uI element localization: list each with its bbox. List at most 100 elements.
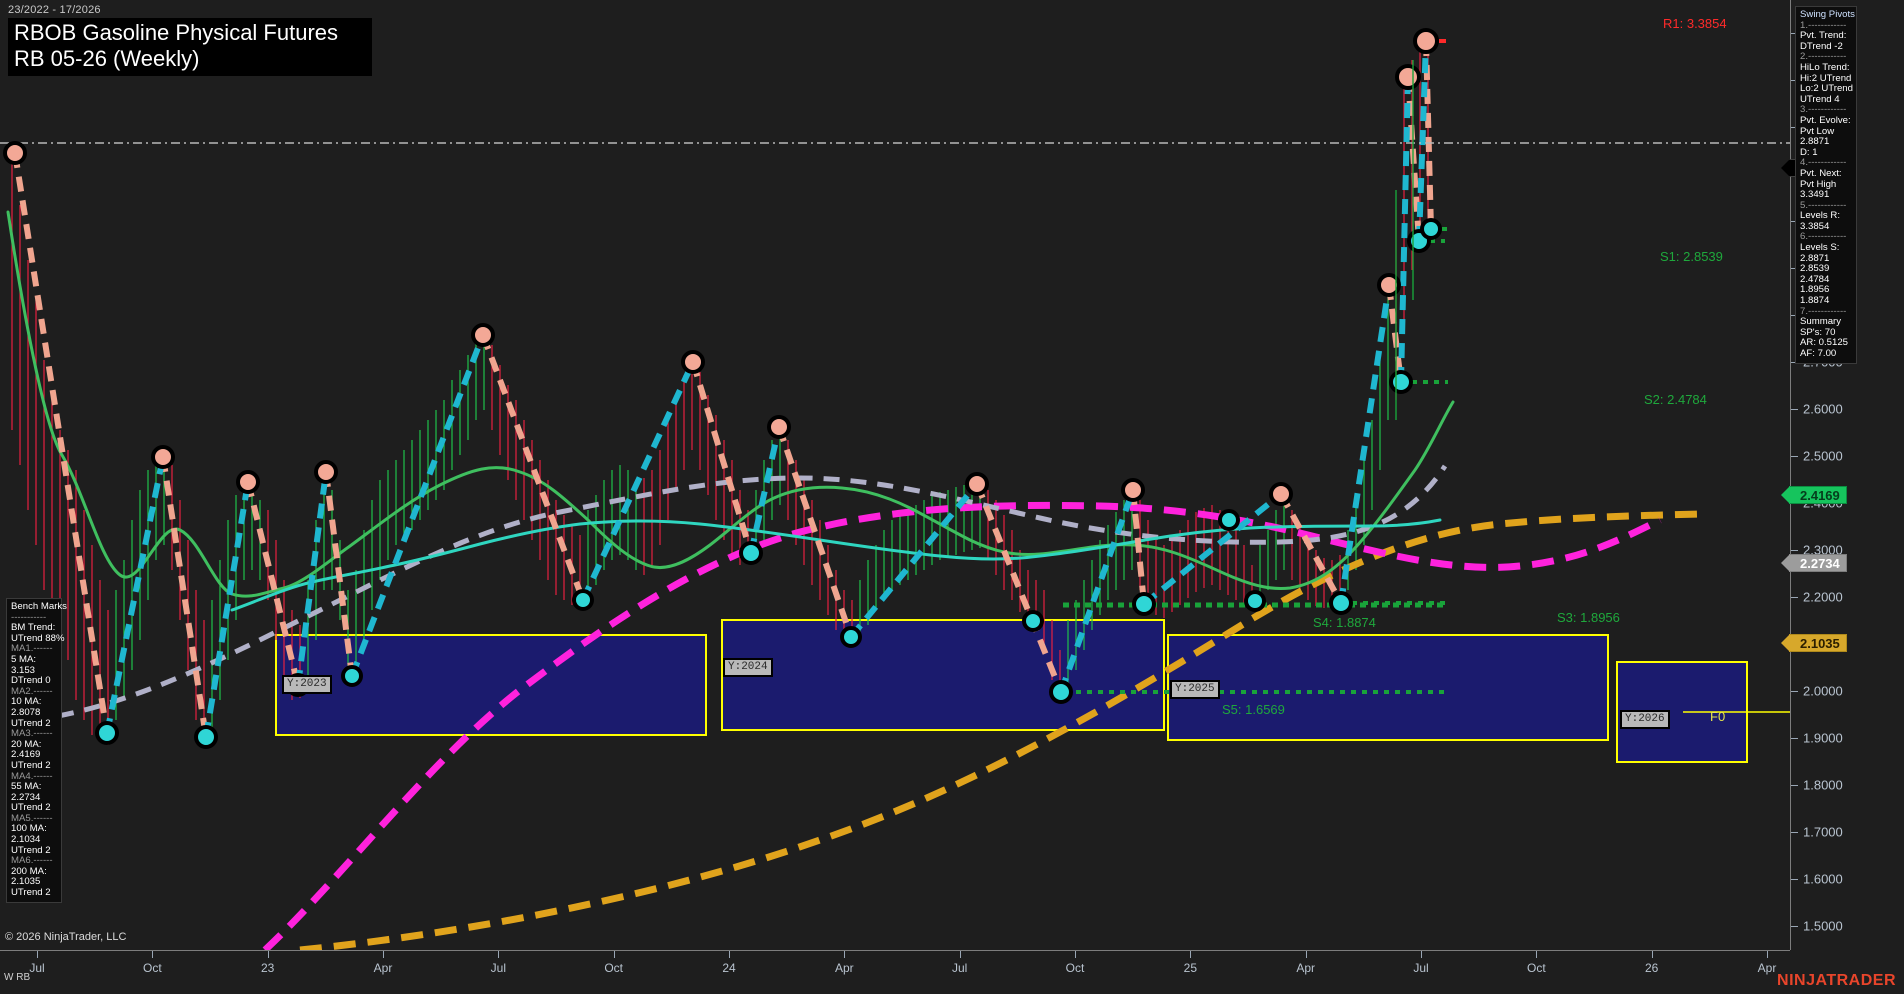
time-tick-label: Apr	[373, 961, 393, 975]
price-tick-label: 1.5000	[1803, 918, 1843, 934]
price-tick	[1791, 315, 1798, 317]
price-tick	[1791, 785, 1798, 787]
panel-divider: -----------	[11, 611, 47, 623]
time-tick-label: Jul	[490, 961, 506, 975]
time-tick	[1075, 951, 1076, 958]
time-tick-label: Apr	[1757, 961, 1777, 975]
panel-line: 2.8539	[1800, 263, 1830, 275]
year-label-2023[interactable]: Y:2023	[282, 675, 332, 694]
panel-line: UTrend 4	[1800, 93, 1840, 105]
pivot-high-markers	[3, 28, 1439, 506]
panel-section-divider: MA1.------	[11, 643, 53, 655]
chart-title-line1: RBOB Gasoline Physical Futures	[14, 20, 339, 45]
time-tick	[37, 951, 38, 958]
time-tick	[1421, 951, 1422, 958]
panel-line: 2.4784	[1800, 273, 1830, 285]
panel-line: Pvt. Trend:	[1800, 30, 1847, 42]
time-tick-label: Apr	[834, 961, 854, 975]
time-tick-label: Apr	[1296, 961, 1315, 975]
swing-pivots-panel[interactable]: Swing Pivots 1.------------ Pvt. Trend: DTr…	[1795, 6, 1857, 364]
panel-title: Bench Marks	[11, 601, 67, 612]
time-tick	[729, 951, 730, 958]
time-tick	[383, 951, 384, 958]
panel-line: UTrend 2	[11, 844, 51, 856]
chart-plot-area[interactable]: R1: 3.3854 S1: 2.8539 S2: 2.4784 S3: 1.8…	[0, 0, 1790, 950]
time-tick-label: 23	[260, 961, 275, 975]
panel-line: 3.3854	[1800, 220, 1830, 232]
status-bar-symbol: W RB	[4, 972, 31, 983]
panel-line: 2.2734	[11, 791, 41, 803]
time-tick	[959, 951, 961, 958]
panel-line: Hi:2 UTrend	[1800, 72, 1852, 84]
panel-section-divider: 5.------------	[1800, 199, 1847, 211]
price-tick-label: 2.2000	[1803, 589, 1843, 605]
panel-line: Pvt. Evolve:	[1800, 114, 1851, 126]
panel-line: 20 MA:	[11, 738, 42, 750]
panel-line: 3.3491	[1800, 189, 1830, 201]
time-tick-label: Oct	[142, 961, 162, 975]
price-tick	[1791, 32, 1798, 34]
pivot-low-markers	[95, 218, 1442, 749]
time-tick	[152, 951, 154, 958]
panel-line: UTrend 2	[11, 759, 51, 771]
panel-line: UTrend 2	[11, 802, 51, 814]
copyright-label: © 2026 NinjaTrader, LLC	[5, 931, 127, 943]
year-label-2025[interactable]: Y:2025	[1170, 680, 1220, 699]
price-tick-label: 2.0000	[1803, 683, 1843, 699]
panel-line: UTrend 2	[11, 887, 51, 899]
price-tag-grey[interactable]: 2.2734	[1781, 553, 1847, 572]
year-box-2024	[721, 619, 1165, 731]
price-tick	[1791, 691, 1798, 693]
price-tick	[1791, 926, 1798, 928]
price-tick	[1791, 738, 1798, 740]
panel-line: 2.4169	[11, 749, 41, 761]
ma-20-line	[6, 210, 1455, 598]
time-tick	[1190, 951, 1192, 958]
panel-section-divider: 6.------------	[1800, 231, 1847, 243]
time-tick-label: 24	[722, 961, 736, 975]
bench-marks-panel[interactable]: Bench Marks ----------- BM Trend: UTrend 88…	[6, 598, 67, 903]
time-tick	[267, 951, 269, 958]
ma-100-line	[262, 501, 1662, 950]
price-tick	[1791, 409, 1798, 411]
panel-line: 2.1034	[11, 834, 41, 846]
date-range-label: 23/2022 - 17/2026	[8, 4, 101, 16]
panel-line: Levels S:	[1800, 242, 1840, 254]
panel-line: HiLo Trend:	[1800, 61, 1850, 73]
ma-200-line	[299, 510, 1701, 950]
time-tick	[844, 951, 846, 958]
panel-section-divider: 1.------------	[1800, 19, 1847, 31]
ma-55-line	[57, 464, 1448, 719]
panel-line: 2.8078	[11, 706, 41, 718]
price-tag-gold[interactable]: 2.1035	[1781, 633, 1847, 652]
price-tick-label: 1.7000	[1803, 824, 1843, 840]
ninjatrader-logo: NINJATRADER	[1777, 972, 1896, 989]
panel-line: Pvt. Next:	[1800, 167, 1842, 179]
pivot-up-legs	[104, 40, 1429, 738]
time-tick	[1536, 951, 1538, 958]
price-tick-label: 2.5000	[1803, 448, 1843, 464]
year-label-2024[interactable]: Y:2024	[723, 658, 773, 677]
panel-line: UTrend 2	[11, 717, 51, 729]
price-tick	[1791, 79, 1798, 81]
year-label-2026[interactable]: Y:2026	[1620, 710, 1670, 729]
panel-line: 2.8871	[1800, 136, 1830, 148]
time-tick-label: 26	[1644, 961, 1659, 975]
price-tick-label: 1.6000	[1803, 871, 1843, 887]
time-tick	[1305, 951, 1307, 958]
price-tag-green[interactable]: 2.4169	[1781, 486, 1847, 505]
panel-line: UTrend 88%	[11, 632, 65, 644]
panel-section-divider: MA3.------	[11, 728, 53, 740]
panel-line: D: 1	[1800, 146, 1818, 158]
chart-title: RBOB Gasoline Physical Futures RB 05-26 …	[8, 18, 372, 76]
panel-line: 2.1035	[11, 876, 41, 888]
time-tick	[1651, 951, 1653, 958]
panel-line: Pvt High	[1800, 178, 1837, 190]
time-axis[interactable]: Jul Oct 23 Apr Jul Oct 24 Apr Jul Oct 25 Apr Jul Oct 2…	[0, 950, 1790, 994]
panel-line: 3.153	[11, 664, 36, 676]
panel-line: Lo:2 UTrend	[1800, 83, 1853, 95]
panel-line: Pvt Low	[1800, 125, 1835, 137]
time-tick-label: Jul	[951, 961, 968, 975]
panel-line: 100 MA:	[11, 823, 47, 835]
panel-section-divider: 4.------------	[1800, 157, 1847, 169]
